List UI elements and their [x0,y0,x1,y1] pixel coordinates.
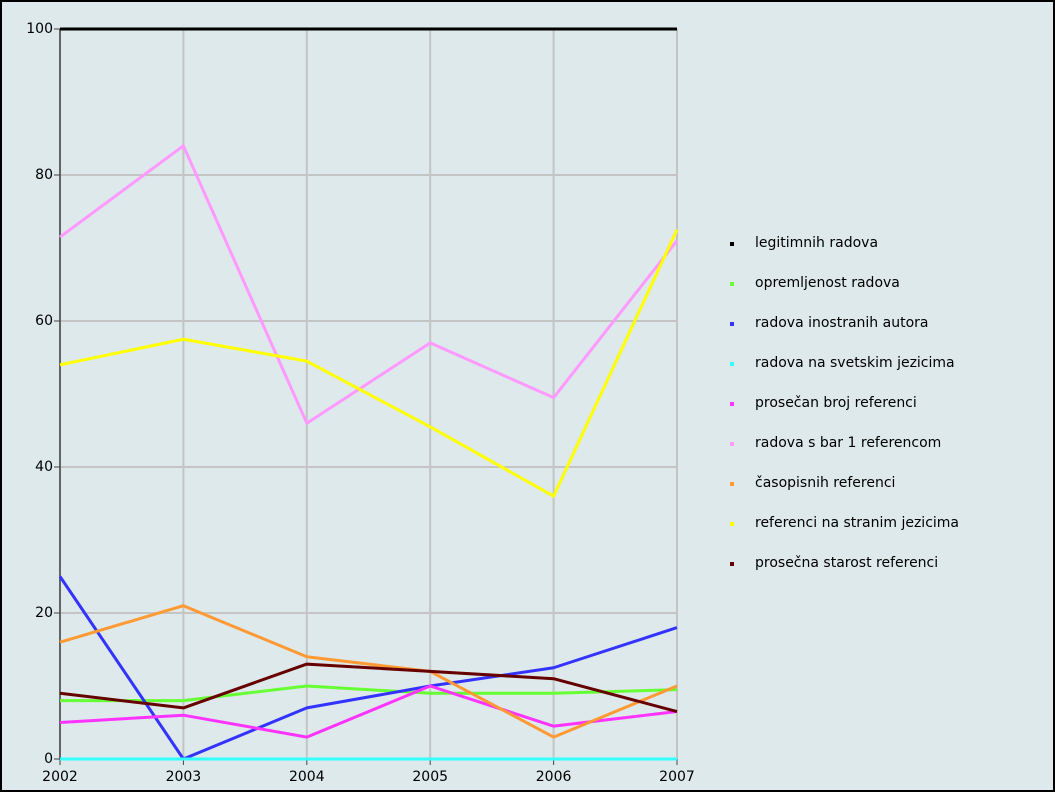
series-line [59,684,678,739]
legend-label: legitimnih radova [755,235,878,251]
series-line [58,575,678,761]
x-tick-label: 2005 [412,769,448,785]
y-tick-label: 60 [35,313,53,329]
y-tick-label: 40 [35,459,53,475]
x-tick-label: 2004 [289,769,325,785]
y-tick-label: 20 [35,605,53,621]
series-line [59,229,679,498]
legend-label: referenci na stranim jezicima [755,515,959,531]
legend-swatch [730,442,734,446]
legend-swatch [730,242,734,246]
legend-label: radova inostranih autora [755,315,928,331]
y-tick-label: 0 [44,751,53,767]
legend-label: radova na svetskim jezicima [755,355,955,371]
legend-swatch [730,562,734,566]
legend-swatch [730,282,734,286]
legend-swatch [730,482,734,486]
legend-label: opremljenost radova [755,275,900,291]
series-line [59,604,678,739]
legend-label: prosečna starost referenci [755,555,938,571]
series-line [59,144,679,425]
x-tick-label: 2003 [166,769,202,785]
legend-swatch [730,522,734,526]
legend-label: prosečan broj referenci [755,395,917,411]
x-tick-label: 2006 [536,769,572,785]
legend-swatch [730,362,734,366]
legend-label: časopisnih referenci [755,475,895,491]
x-tick-label: 2007 [659,769,695,785]
x-tick-label: 2002 [42,769,78,785]
legend-label: radova s bar 1 referencom [755,435,941,451]
y-tick-label: 100 [26,21,53,37]
legend-swatch [730,322,734,326]
legend-swatch [730,402,734,406]
series-line [60,684,678,703]
y-tick-label: 80 [35,167,53,183]
series-line [59,662,678,713]
